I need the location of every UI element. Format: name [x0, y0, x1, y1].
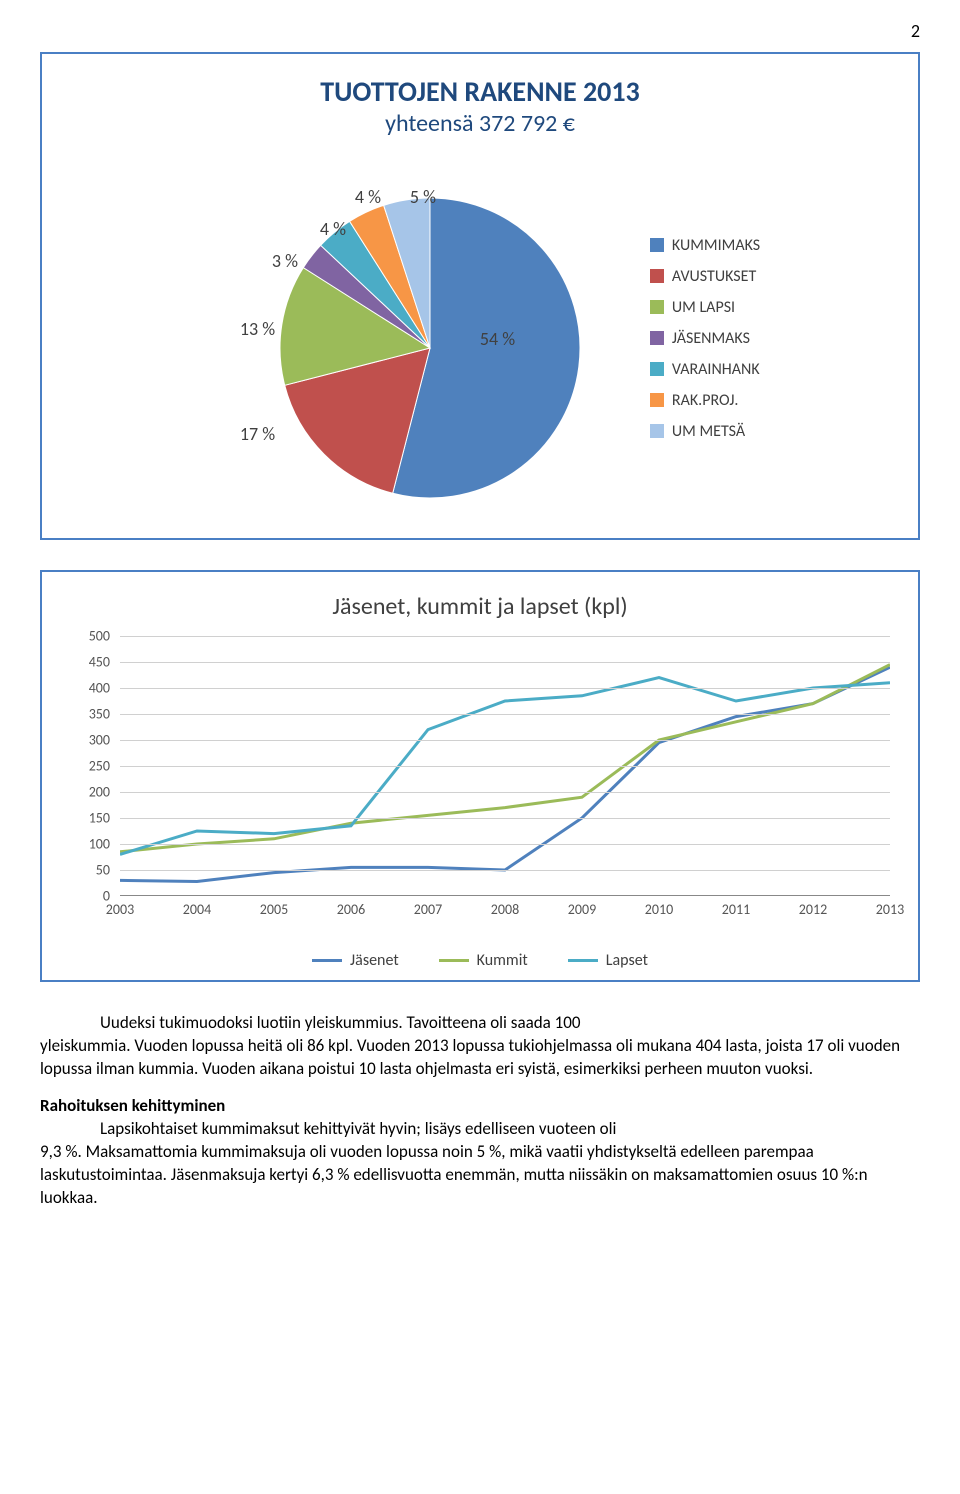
pie-chart-title: TUOTTOJEN RAKENNE 2013: [62, 74, 898, 109]
y-axis-label: 100: [70, 836, 110, 853]
pie-legend: KUMMIMAKS AVUSTUKSET UM LAPSI JÄSENMAKS VARA…: [650, 236, 760, 441]
pie-chart: 54 % 17 % 13 % 3 % 4 % 4 % 5 %: [200, 158, 620, 518]
legend-swatch: [650, 269, 664, 283]
y-axis-label: 200: [70, 784, 110, 801]
x-axis-label: 2006: [337, 901, 365, 918]
legend-item: UM LAPSI: [650, 298, 760, 317]
legend-swatch: [312, 959, 342, 962]
x-axis-label: 2005: [260, 901, 288, 918]
line-chart-legend: Jäsenet Kummit Lapset: [62, 951, 898, 970]
legend-swatch: [650, 362, 664, 376]
legend-label: JÄSENMAKS: [672, 329, 750, 348]
gridline: [120, 714, 890, 715]
section-heading: Rahoituksen kehittyminen: [40, 1095, 225, 1116]
legend-item: Lapset: [568, 951, 648, 970]
legend-swatch: [650, 300, 664, 314]
pie-chart-subtitle: yhteensä 372 792 €: [62, 109, 898, 138]
para2-rest: 9,3 %. Maksamattomia kummimaksuja oli vu…: [40, 1141, 868, 1208]
para1-line1: Uudeksi tukimuodoksi luotiin yleiskummiu…: [100, 1012, 920, 1035]
line-chart-container: Jäsenet, kummit ja lapset (kpl) 0 50 100 15…: [40, 570, 920, 982]
legend-item: Jäsenet: [312, 951, 399, 970]
gridline: [120, 662, 890, 663]
x-axis-label: 2010: [645, 901, 673, 918]
y-axis-label: 350: [70, 706, 110, 723]
gridline: [120, 844, 890, 845]
legend-item: VARAINHANK: [650, 360, 760, 379]
gridline: [120, 818, 890, 819]
x-axis-label: 2004: [183, 901, 211, 918]
y-axis-label: 250: [70, 758, 110, 775]
legend-label: Kummit: [477, 951, 528, 970]
legend-swatch: [650, 393, 664, 407]
page-number: 2: [40, 20, 920, 42]
legend-swatch: [568, 959, 598, 962]
para1-rest: yleiskummia. Vuoden lopussa heitä oli 86…: [40, 1035, 900, 1079]
pie-slice-label: 3 %: [272, 250, 298, 272]
y-axis-label: 450: [70, 654, 110, 671]
legend-item: KUMMIMAKS: [650, 236, 760, 255]
y-axis-label: 0: [70, 888, 110, 905]
x-axis-label: 2008: [491, 901, 519, 918]
line-chart-title: Jäsenet, kummit ja lapset (kpl): [62, 592, 898, 621]
pie-slice-label: 17 %: [240, 423, 275, 445]
x-axis-label: 2007: [414, 901, 442, 918]
pie-slice-label: 54 %: [480, 328, 515, 350]
pie-slice-label: 4 %: [355, 186, 381, 208]
pie-slice-label: 13 %: [240, 318, 275, 340]
gridline: [120, 792, 890, 793]
legend-swatch: [650, 424, 664, 438]
x-axis-label: 2011: [722, 901, 750, 918]
y-axis-label: 50: [70, 862, 110, 879]
legend-label: RAK.PROJ.: [672, 391, 738, 410]
pie-chart-container: TUOTTOJEN RAKENNE 2013 yhteensä 372 792 …: [40, 52, 920, 540]
legend-item: UM METSÄ: [650, 422, 760, 441]
x-axis-label: 2003: [106, 901, 134, 918]
legend-item: RAK.PROJ.: [650, 391, 760, 410]
pie-slice-label: 4 %: [320, 218, 346, 240]
y-axis-label: 400: [70, 680, 110, 697]
legend-label: AVUSTUKSET: [672, 267, 756, 286]
x-axis-label: 2013: [876, 901, 904, 918]
series-line: [120, 665, 890, 852]
legend-item: Kummit: [439, 951, 528, 970]
para2-line1: Lapsikohtaiset kummimaksut kehittyivät h…: [100, 1118, 920, 1141]
gridline: [120, 688, 890, 689]
line-chart: 050100150200250300350400450500 200320042…: [70, 636, 890, 936]
legend-label: Lapset: [606, 951, 648, 970]
y-axis-label: 300: [70, 732, 110, 749]
legend-label: KUMMIMAKS: [672, 236, 760, 255]
x-axis-label: 2012: [799, 901, 827, 918]
y-axis-label: 500: [70, 628, 110, 645]
gridline: [120, 740, 890, 741]
x-axis-label: 2009: [568, 901, 596, 918]
legend-item: AVUSTUKSET: [650, 267, 760, 286]
gridline: [120, 636, 890, 637]
legend-label: UM LAPSI: [672, 298, 735, 317]
legend-item: JÄSENMAKS: [650, 329, 760, 348]
legend-swatch: [650, 238, 664, 252]
gridline: [120, 870, 890, 871]
legend-label: VARAINHANK: [672, 360, 760, 379]
y-axis-label: 150: [70, 810, 110, 827]
legend-swatch: [439, 959, 469, 962]
body-text: Uudeksi tukimuodoksi luotiin yleiskummiu…: [40, 1012, 920, 1210]
series-line: [120, 667, 890, 881]
legend-label: UM METSÄ: [672, 422, 745, 441]
legend-label: Jäsenet: [350, 951, 399, 970]
gridline: [120, 766, 890, 767]
pie-slice-label: 5 %: [410, 186, 436, 208]
legend-swatch: [650, 331, 664, 345]
